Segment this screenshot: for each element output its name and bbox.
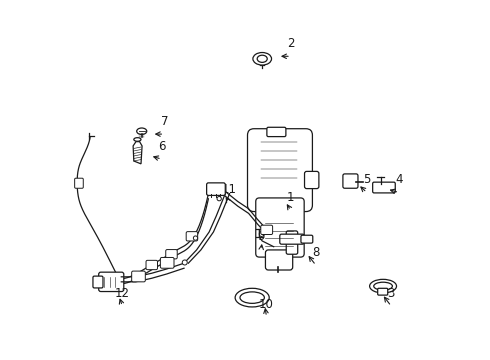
FancyBboxPatch shape <box>160 257 174 268</box>
FancyBboxPatch shape <box>166 249 177 259</box>
FancyBboxPatch shape <box>256 198 304 257</box>
FancyBboxPatch shape <box>301 235 313 243</box>
FancyBboxPatch shape <box>247 129 313 212</box>
FancyBboxPatch shape <box>186 231 197 241</box>
Ellipse shape <box>253 53 271 65</box>
Ellipse shape <box>374 282 392 290</box>
FancyBboxPatch shape <box>266 250 293 270</box>
Text: 9: 9 <box>257 230 265 243</box>
Text: 12: 12 <box>115 287 130 300</box>
Text: 1: 1 <box>287 191 294 204</box>
Text: 8: 8 <box>312 246 319 259</box>
Text: 3: 3 <box>388 287 395 300</box>
FancyBboxPatch shape <box>378 288 388 295</box>
FancyBboxPatch shape <box>286 231 298 254</box>
Ellipse shape <box>240 292 265 303</box>
Text: 6: 6 <box>158 140 166 153</box>
Text: 4: 4 <box>395 173 403 186</box>
FancyBboxPatch shape <box>280 234 304 244</box>
Ellipse shape <box>369 279 396 293</box>
FancyBboxPatch shape <box>98 272 124 292</box>
FancyBboxPatch shape <box>207 183 225 195</box>
Ellipse shape <box>137 128 147 134</box>
Polygon shape <box>133 141 142 164</box>
Text: 11: 11 <box>221 183 236 196</box>
Circle shape <box>182 260 187 265</box>
FancyBboxPatch shape <box>304 171 319 189</box>
Ellipse shape <box>134 138 141 141</box>
FancyBboxPatch shape <box>261 225 272 234</box>
Text: 7: 7 <box>161 114 168 128</box>
FancyBboxPatch shape <box>146 260 157 270</box>
Text: 10: 10 <box>259 297 274 311</box>
Ellipse shape <box>257 55 267 62</box>
Ellipse shape <box>235 288 269 307</box>
FancyBboxPatch shape <box>343 174 358 188</box>
FancyBboxPatch shape <box>373 182 395 193</box>
Circle shape <box>217 197 221 201</box>
Text: 5: 5 <box>363 173 370 186</box>
FancyBboxPatch shape <box>74 178 83 188</box>
FancyBboxPatch shape <box>267 127 286 136</box>
Text: 2: 2 <box>287 37 294 50</box>
Circle shape <box>194 236 197 240</box>
FancyBboxPatch shape <box>132 271 146 282</box>
FancyBboxPatch shape <box>93 276 103 288</box>
